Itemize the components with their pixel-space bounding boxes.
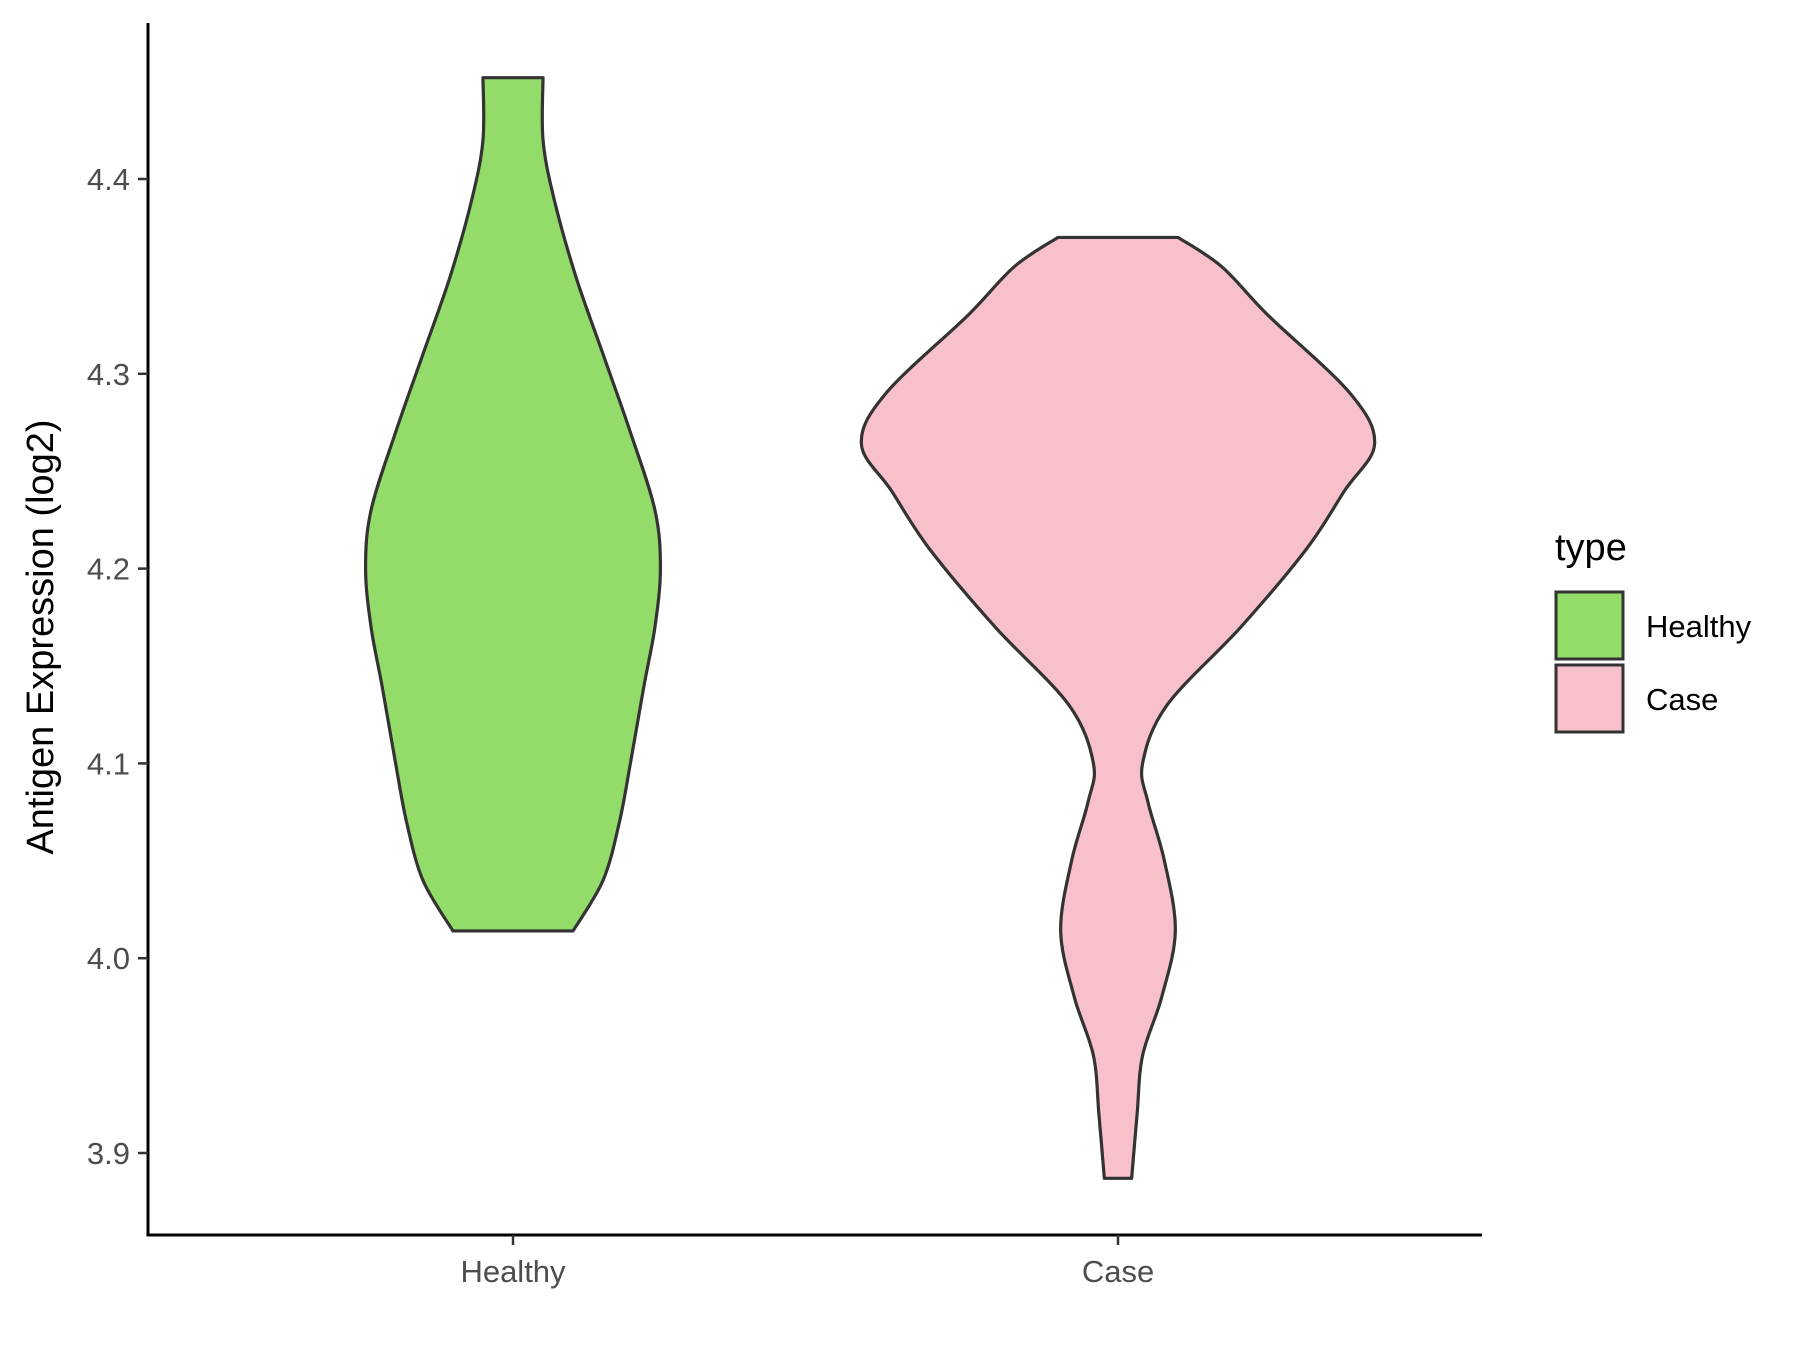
y-tick-label: 4.0 — [87, 941, 130, 976]
legend-swatch-healthy — [1554, 590, 1625, 661]
violin-healthy — [363, 76, 663, 933]
legend-label-case: Case — [1646, 682, 1718, 717]
x-tick-label: Healthy — [460, 1254, 566, 1289]
violin-case — [859, 235, 1377, 1180]
y-tick-label: 4.1 — [87, 746, 130, 781]
legend: type Healthy Case — [1554, 527, 1752, 734]
legend-swatch-case — [1554, 663, 1625, 734]
legend-title: type — [1555, 527, 1627, 569]
y-axis-title: Antigen Expression (log2) — [20, 419, 62, 854]
axes-layer — [146, 23, 1482, 1237]
x-ticks: Healthy Case — [460, 1235, 1154, 1289]
legend-label-healthy: Healthy — [1646, 609, 1752, 644]
y-tick-label: 4.3 — [87, 357, 130, 392]
x-tick-label: Case — [1082, 1254, 1154, 1289]
y-tick-label: 4.2 — [87, 552, 130, 587]
y-ticks: 3.9 4.0 4.1 4.2 4.3 4.4 — [87, 162, 148, 1171]
y-tick-label: 4.4 — [87, 162, 130, 197]
y-tick-label: 3.9 — [87, 1136, 130, 1171]
violin-layer — [363, 76, 1377, 1180]
